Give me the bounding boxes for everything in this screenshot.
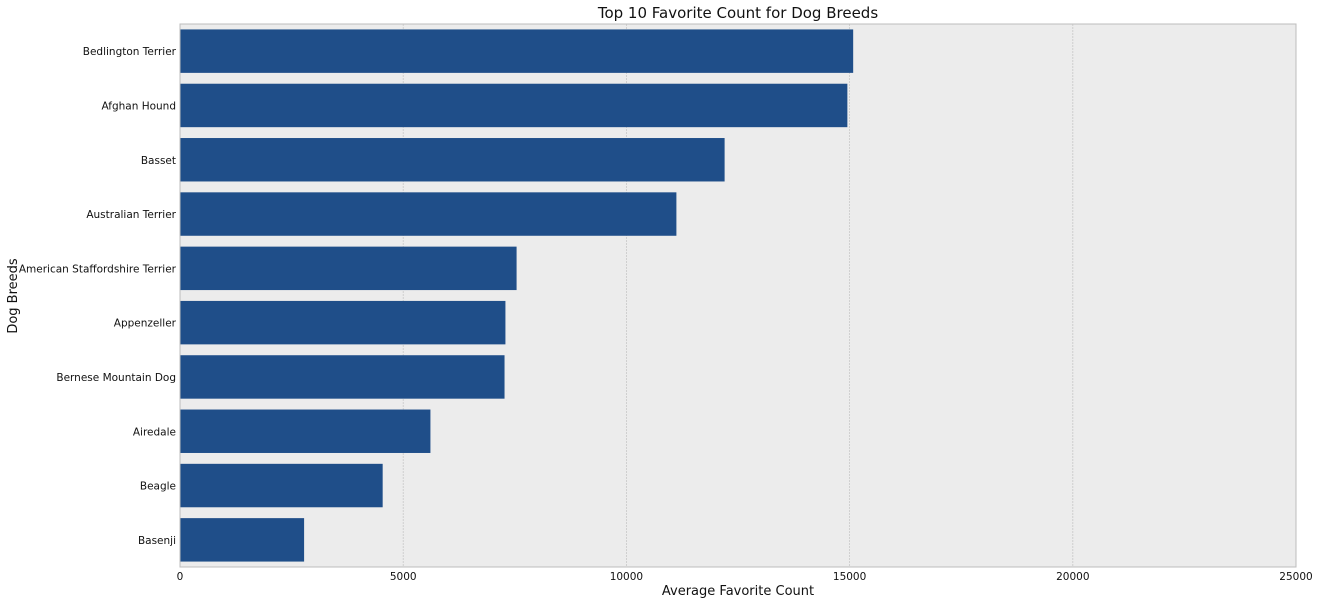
y-tick-label: Bedlington Terrier xyxy=(83,46,177,58)
x-tick-label: 10000 xyxy=(610,571,643,583)
x-axis-label: Average Favorite Count xyxy=(662,584,814,599)
chart-title: Top 10 Favorite Count for Dog Breeds xyxy=(597,4,878,22)
x-tick-label: 15000 xyxy=(833,571,866,583)
y-tick-label: Basenji xyxy=(138,535,176,547)
y-tick-label: Australian Terrier xyxy=(86,209,176,221)
x-tick-label: 20000 xyxy=(1056,571,1089,583)
x-tick-label: 5000 xyxy=(390,571,417,583)
y-tick-labels: Bedlington Terrier Afghan Hound Basset Aust… xyxy=(19,46,177,547)
y-tick-label: Appenzeller xyxy=(114,318,177,330)
y-tick-label: Bernese Mountain Dog xyxy=(56,372,176,384)
bars xyxy=(180,29,854,562)
bar xyxy=(180,409,431,453)
y-tick-label: Airedale xyxy=(133,426,176,438)
x-tick-label: 0 xyxy=(177,571,184,583)
x-tick-labels: 0 5000 10000 15000 20000 25000 xyxy=(177,571,1313,583)
bar xyxy=(180,192,677,236)
bar xyxy=(180,463,383,508)
y-tick-label: Basset xyxy=(141,155,176,167)
plot-frame xyxy=(179,23,1297,568)
y-tick-label: Afghan Hound xyxy=(101,100,176,112)
bar xyxy=(180,83,848,128)
y-tick-label: American Staffordshire Terrier xyxy=(19,263,177,275)
bar xyxy=(180,355,505,399)
bar xyxy=(180,138,725,182)
bar xyxy=(180,300,506,345)
x-tick-label: 25000 xyxy=(1279,571,1312,583)
bar xyxy=(180,246,517,291)
y-axis-label: Dog Breeds xyxy=(6,258,21,334)
bar xyxy=(180,29,854,73)
y-tick-label: Beagle xyxy=(140,481,176,493)
bar xyxy=(180,518,305,562)
